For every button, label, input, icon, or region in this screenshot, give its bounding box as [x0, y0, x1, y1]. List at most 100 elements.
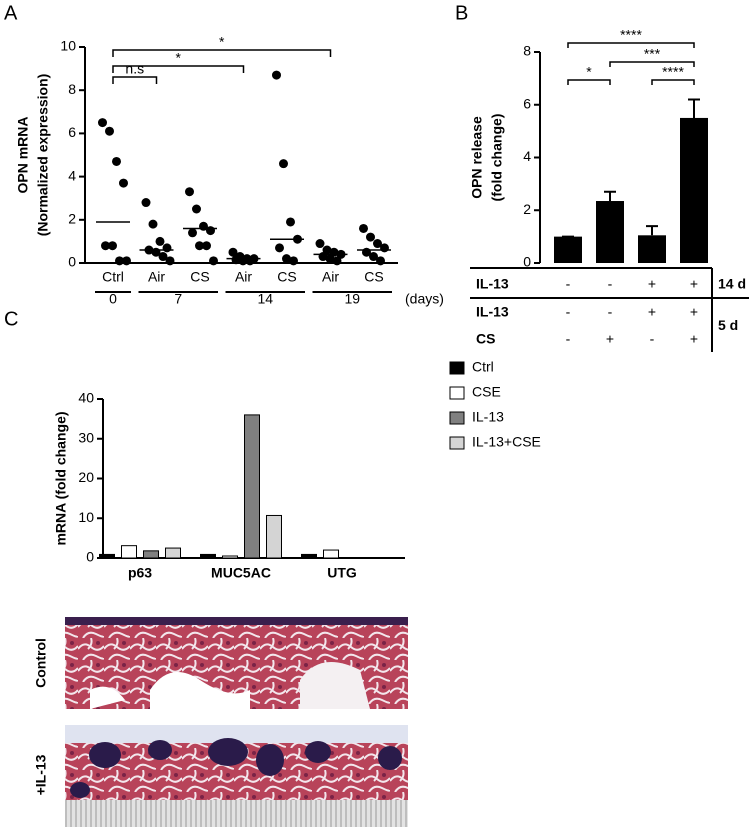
- data-point: [206, 226, 215, 236]
- x-tick-label: Air: [235, 269, 252, 285]
- data-point: [141, 198, 151, 208]
- panel-label: A: [4, 2, 18, 24]
- data-point: [195, 241, 204, 251]
- treatment-label: IL-13: [476, 276, 509, 292]
- data-point: [192, 204, 201, 214]
- treatment-sign: -: [608, 304, 613, 320]
- treatment-sign: -: [650, 331, 655, 347]
- data-point: [101, 241, 110, 251]
- goblet-cells: [70, 738, 402, 798]
- y-axis-title: mRNA (fold change): [53, 411, 69, 545]
- error-bar: [604, 190, 616, 202]
- significance-label: ****: [662, 64, 684, 80]
- y-tick-label: 40: [78, 390, 94, 406]
- treatment-sign: +: [690, 276, 698, 292]
- legend-swatch: [449, 386, 465, 400]
- significance-label: *: [219, 34, 225, 50]
- bar: [301, 553, 317, 559]
- data-point: [108, 241, 117, 251]
- y-tick-label: 0: [68, 254, 76, 270]
- treatment-sign: -: [608, 276, 613, 292]
- significance-bracket: [112, 76, 158, 84]
- x-unit-label: (days): [405, 291, 444, 307]
- error-bar: [646, 225, 658, 236]
- significance-label: *: [176, 50, 182, 66]
- legend-swatch: [449, 361, 465, 375]
- y-tick-label: 4: [523, 148, 531, 164]
- data-point: [209, 256, 218, 266]
- y-tick-label: 2: [68, 211, 76, 227]
- significance-bracket: [609, 61, 695, 67]
- data-point: [231, 255, 241, 265]
- treatment-label: CS: [476, 331, 495, 347]
- x-tick-label: p63: [128, 565, 152, 581]
- treatment-sign: +: [648, 304, 656, 320]
- histology-il13: [65, 725, 408, 827]
- x-tick-label: Air: [148, 269, 165, 285]
- y-tick-label: 20: [78, 469, 94, 485]
- data-point: [158, 252, 168, 262]
- data-point: [228, 247, 238, 257]
- gap: [150, 672, 250, 709]
- data-point: [332, 256, 342, 266]
- bar: [121, 545, 137, 559]
- legend-label: IL-13+CSE: [472, 434, 541, 450]
- bar: [99, 553, 115, 559]
- legend-label: Ctrl: [472, 359, 494, 375]
- data-point: [148, 219, 158, 229]
- group-label: 7: [174, 291, 182, 307]
- y-tick-label: 2: [523, 201, 531, 217]
- bar: [638, 235, 666, 263]
- x-tick-label: CS: [277, 269, 296, 285]
- data-point: [112, 156, 121, 166]
- y-axis-title: OPN release: [469, 116, 485, 199]
- x-tick-label: CS: [364, 269, 383, 285]
- bar: [323, 549, 339, 559]
- data-point: [279, 159, 288, 169]
- y-tick-label: 6: [68, 124, 76, 140]
- treatment-label: IL-13: [476, 304, 509, 320]
- data-point: [185, 187, 194, 197]
- y-tick-label: 8: [523, 43, 531, 59]
- y-tick-label: 0: [523, 254, 531, 270]
- y-tick-label: 10: [60, 38, 76, 54]
- significance-label: ***: [644, 46, 661, 62]
- significance-bracket: [112, 65, 245, 73]
- group-label: 0: [109, 291, 117, 307]
- treatment-sign: -: [566, 276, 571, 292]
- x-tick-label: Air: [322, 269, 339, 285]
- group-label: 19: [344, 291, 360, 307]
- x-tick-label: UTG: [327, 565, 357, 581]
- data-point: [165, 256, 175, 266]
- bar: [244, 414, 260, 559]
- bar: [266, 514, 282, 559]
- bar: [554, 236, 582, 263]
- treatment-period: 14 d: [718, 276, 746, 292]
- data-point: [286, 217, 295, 227]
- data-point: [245, 256, 255, 266]
- data-point: [322, 245, 332, 255]
- treatment-sign: -: [566, 331, 571, 347]
- apical-layer: [65, 617, 408, 625]
- panel-label: B: [455, 2, 468, 24]
- significance-label: n.s: [125, 61, 144, 77]
- significance-label: ****: [620, 27, 642, 43]
- bar: [680, 117, 708, 263]
- data-point: [359, 223, 368, 233]
- mucus: [65, 725, 408, 743]
- panel-label: C: [4, 308, 18, 330]
- data-point: [282, 254, 291, 264]
- legend-swatch: [449, 411, 465, 425]
- data-point: [98, 118, 107, 128]
- data-point: [119, 178, 128, 188]
- legend-label: CSE: [472, 384, 501, 400]
- data-point: [325, 254, 335, 264]
- legend-label: IL-13: [472, 409, 504, 425]
- data-point: [376, 256, 385, 266]
- bar: [596, 201, 624, 263]
- data-point: [188, 228, 197, 238]
- data-point: [289, 256, 298, 266]
- y-tick-label: 10: [78, 509, 94, 525]
- data-point: [122, 256, 131, 266]
